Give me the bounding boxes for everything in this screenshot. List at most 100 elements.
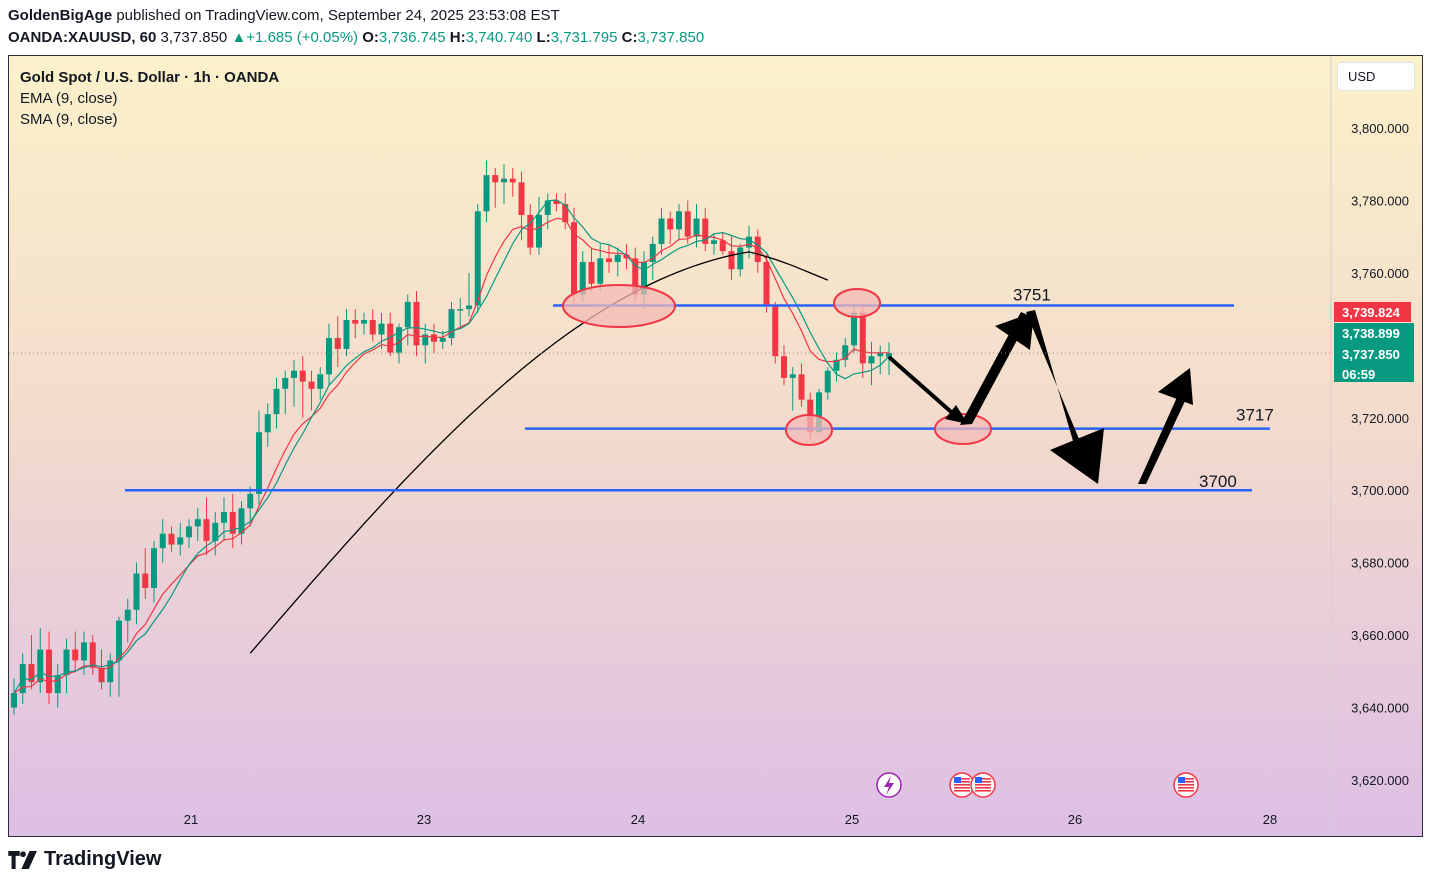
author-name[interactable]: GoldenBigAge xyxy=(8,7,113,24)
candle-body xyxy=(37,649,44,683)
flag-stripe xyxy=(975,778,991,780)
candle-body xyxy=(728,251,735,270)
candle-body xyxy=(789,374,796,378)
price-badge-label: 3,737.850 xyxy=(1342,347,1400,362)
x-tick-label: 26 xyxy=(1068,812,1082,827)
flag-stripe xyxy=(1178,784,1194,786)
candle-body xyxy=(46,649,52,694)
candle-body xyxy=(632,258,639,295)
flag-canton xyxy=(1178,777,1185,783)
legend-title[interactable]: Gold Spot / U.S. Dollar · 1h · OANDA xyxy=(20,69,280,86)
flag-stripe xyxy=(975,781,991,783)
close-value: 3,737.850 xyxy=(637,29,705,46)
sma-line xyxy=(13,199,890,694)
candle-body xyxy=(168,533,175,545)
candle-body xyxy=(886,353,892,358)
candle-body xyxy=(553,200,560,205)
candle-body xyxy=(623,254,630,259)
candle-body xyxy=(282,377,289,389)
change-up-icon: ▲ xyxy=(231,29,247,46)
candle-body xyxy=(352,319,359,324)
candle-body xyxy=(579,262,586,295)
low-value: 3,731.795 xyxy=(550,29,618,46)
open-value: 3,736.745 xyxy=(378,29,446,46)
currency-button[interactable]: USD xyxy=(1337,62,1415,91)
axes-layer: 3,800.000 3,780.000 3,760.000 3,720.000 3,70… xyxy=(184,121,1409,827)
y-tick-label: 3,720.000 xyxy=(1351,411,1409,426)
candle-body xyxy=(571,222,577,295)
flag-stripe xyxy=(1178,787,1194,789)
candle-body xyxy=(833,359,840,371)
legend-ema[interactable]: EMA (9, close) xyxy=(20,90,118,107)
low-label: L: xyxy=(536,29,551,46)
candle-body xyxy=(868,356,875,364)
projection-arrowhead xyxy=(995,312,1034,350)
close-label: C: xyxy=(621,29,638,46)
last-price: 3,737.850 xyxy=(160,29,228,46)
projection-arrowhead xyxy=(945,405,968,424)
highlight-ellipse xyxy=(934,413,992,445)
candle-body xyxy=(658,218,665,244)
candle-body xyxy=(11,693,17,708)
candle-body xyxy=(404,301,411,328)
candle-body xyxy=(439,338,446,342)
level-label-3700: 3700 xyxy=(1199,472,1237,491)
candle-body xyxy=(536,214,542,248)
flag-stripe xyxy=(1178,781,1194,783)
y-tick-label: 3,760.000 xyxy=(1351,266,1409,281)
candles-layer xyxy=(11,160,892,715)
candle-body xyxy=(159,533,166,549)
flag-stripe xyxy=(954,787,970,789)
candle-body xyxy=(544,200,551,215)
candle-body xyxy=(186,526,192,538)
tradingview-branding[interactable]: TradingView xyxy=(8,848,161,871)
candle-body xyxy=(816,392,822,433)
candle-body xyxy=(194,519,201,527)
candle-body xyxy=(754,236,761,263)
candle-body xyxy=(229,511,236,534)
candle-body xyxy=(851,312,857,346)
candle-body xyxy=(719,240,726,252)
candle-body xyxy=(387,323,394,353)
y-tick-label: 3,660.000 xyxy=(1351,628,1409,643)
legend-sma[interactable]: SMA (9, close) xyxy=(20,111,118,128)
candle-body xyxy=(667,218,674,230)
projection-arrowhead xyxy=(1050,428,1104,484)
candle-body xyxy=(676,211,682,230)
chart-frame[interactable] xyxy=(8,55,1423,837)
candle-body xyxy=(798,374,805,400)
price-badge-bg xyxy=(1334,302,1411,322)
candle-body xyxy=(133,573,140,610)
candle-body xyxy=(308,381,315,389)
candle-body xyxy=(859,312,866,364)
highlight-ellipse xyxy=(785,414,833,446)
price-badge-label: 3,739.824 xyxy=(1342,305,1401,320)
projection-arrow-down-2 xyxy=(1026,310,1092,472)
y-tick-label: 3,620.000 xyxy=(1351,773,1409,788)
highlight-ellipse xyxy=(562,284,676,328)
x-tick-label: 28 xyxy=(1263,812,1277,827)
level-label-3751: 3751 xyxy=(1013,285,1051,304)
level-label-3717: 3717 xyxy=(1236,406,1274,425)
candle-body xyxy=(693,218,700,237)
high-label: H: xyxy=(449,29,466,46)
flag-stripe xyxy=(975,787,991,789)
us-flag-event-icon xyxy=(970,772,996,798)
candle-body xyxy=(151,548,157,589)
candle-body xyxy=(212,522,219,541)
price-badges-layer: 3,739.824 3,738.899 3,737.850 06:59 xyxy=(1334,302,1414,382)
x-tick-label: 25 xyxy=(845,812,859,827)
candle-body xyxy=(509,178,516,183)
chart-legend: Gold Spot / U.S. Dollar · 1h · OANDA EMA… xyxy=(20,67,279,130)
candle-body xyxy=(299,370,306,382)
candle-body xyxy=(492,175,499,183)
candle-body xyxy=(413,301,420,346)
candle-body xyxy=(396,327,402,353)
candle-body xyxy=(124,609,131,621)
candle-body xyxy=(326,338,332,375)
candle-body xyxy=(116,620,122,661)
candle-body xyxy=(177,537,184,545)
y-tick-label: 3,780.000 xyxy=(1351,193,1409,208)
highlight-ellipse xyxy=(833,288,881,318)
